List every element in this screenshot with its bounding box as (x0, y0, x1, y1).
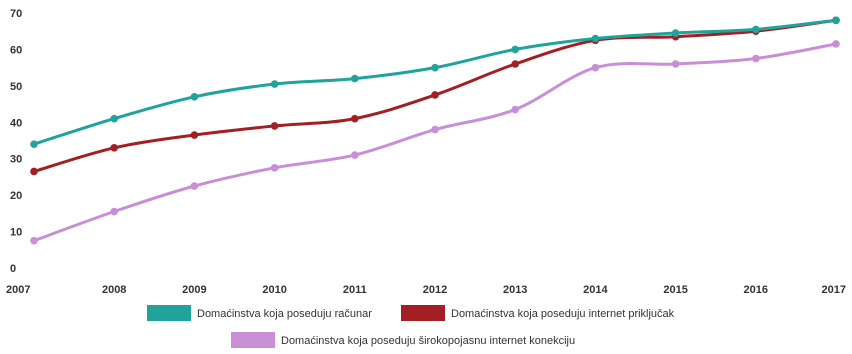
legend-label-3: Domaćinstva koja poseduju širokopojasnu … (281, 335, 575, 347)
data-point-series-1 (511, 45, 519, 54)
data-point-series-1 (351, 74, 359, 83)
series-points (30, 16, 840, 245)
series-line-3 (32, 42, 838, 243)
data-point-series-2 (431, 91, 439, 99)
data-point-series-1 (110, 114, 118, 123)
x-tick-label: 2017 (822, 284, 846, 296)
data-point-series-1 (270, 80, 279, 88)
legend-label-2: Domaćinstva koja poseduju internet prikl… (451, 308, 675, 320)
data-point-series-1 (591, 34, 600, 43)
y-tick-label: 20 (10, 190, 22, 202)
x-tick-label: 2008 (102, 284, 126, 296)
x-tick-label: 2016 (744, 284, 768, 296)
data-point-series-1 (30, 140, 38, 148)
y-axis: 0 10 20 30 40 50 60 70 (10, 8, 22, 275)
legend-swatch-3 (231, 332, 275, 348)
data-point-series-3 (270, 164, 279, 172)
data-point-series-3 (351, 151, 359, 159)
data-point-series-3 (190, 182, 199, 190)
data-point-series-2 (270, 122, 279, 130)
x-tick-label: 2012 (423, 284, 447, 296)
data-point-series-3 (110, 207, 118, 216)
data-point-series-1 (190, 92, 199, 101)
data-point-series-3 (671, 60, 680, 68)
data-point-series-3 (431, 125, 439, 134)
y-tick-label: 60 (10, 44, 22, 56)
legend-swatch-2 (401, 305, 445, 321)
series-line-1 (32, 18, 838, 146)
data-point-series-2 (351, 114, 359, 123)
data-point-series-3 (511, 105, 519, 114)
data-point-series-3 (30, 236, 38, 245)
x-tick-label: 2013 (503, 284, 527, 296)
legend-label-1: Domaćinstva koja poseduju računar (197, 308, 372, 320)
x-tick-label: 2010 (262, 284, 286, 296)
y-tick-label: 10 (10, 227, 22, 239)
legend: Domaćinstva koja poseduju računar Domaćin… (147, 305, 675, 348)
y-tick-label: 30 (10, 154, 22, 166)
data-point-series-1 (832, 16, 840, 25)
legend-swatch-1 (147, 305, 191, 321)
data-point-series-1 (752, 25, 760, 34)
x-tick-label: 2014 (583, 284, 608, 296)
data-point-series-2 (190, 131, 199, 139)
data-point-series-2 (511, 60, 519, 68)
data-point-series-2 (110, 143, 118, 152)
x-axis: 2007 2008 2009 2010 2011 2012 2013 2014 2015 2016… (6, 284, 846, 296)
y-tick-label: 40 (10, 117, 22, 129)
data-point-series-3 (832, 40, 840, 48)
x-tick-label: 2009 (182, 284, 206, 296)
data-point-series-3 (752, 54, 760, 63)
y-tick-label: 0 (10, 263, 16, 275)
data-point-series-1 (671, 29, 680, 37)
data-point-series-1 (431, 63, 439, 72)
x-tick-label: 2011 (343, 284, 367, 296)
x-tick-label: 2007 (6, 284, 30, 296)
y-tick-label: 70 (10, 8, 22, 20)
data-point-series-2 (30, 167, 38, 176)
data-point-series-3 (591, 63, 600, 72)
y-tick-label: 50 (10, 81, 22, 93)
x-tick-label: 2015 (663, 284, 687, 296)
